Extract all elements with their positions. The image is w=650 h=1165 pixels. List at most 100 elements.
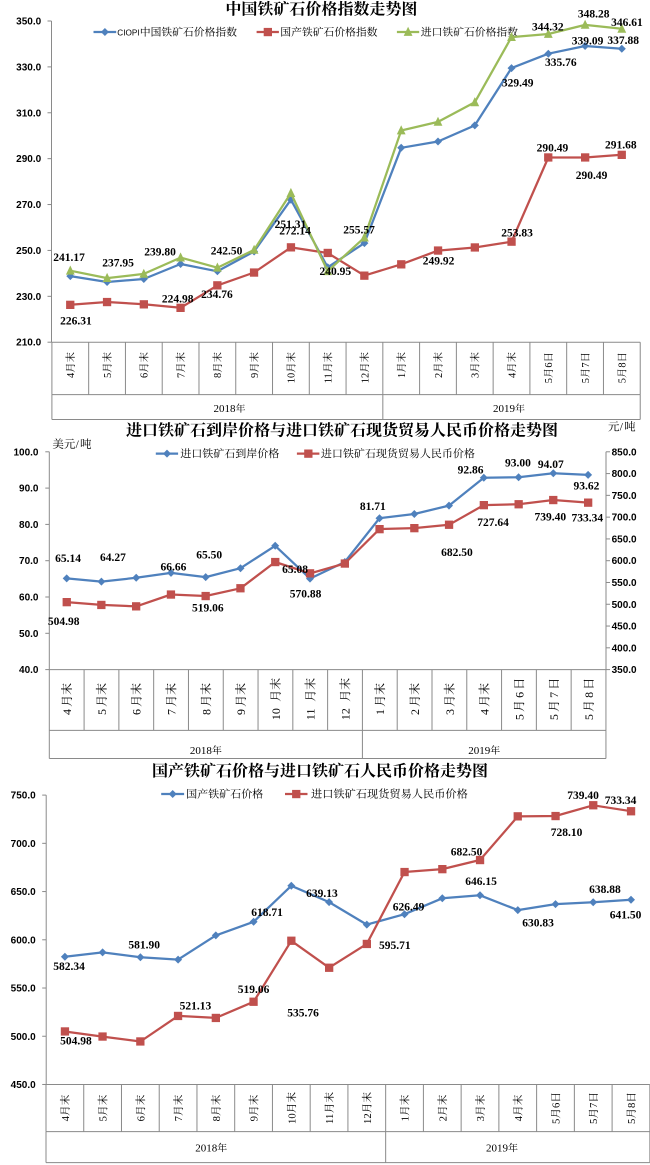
- svg-text:5: 5: [512, 714, 526, 720]
- svg-text:650.0: 650.0: [612, 534, 637, 545]
- svg-text:700.0: 700.0: [612, 513, 637, 524]
- svg-text:682.50: 682.50: [451, 846, 483, 858]
- svg-text:10: 10: [286, 1113, 298, 1124]
- svg-text:10: 10: [287, 373, 298, 383]
- svg-text:739.40: 739.40: [534, 512, 566, 524]
- svg-text:224.98: 224.98: [162, 294, 194, 306]
- svg-text:100.0: 100.0: [13, 447, 38, 458]
- svg-text:595.71: 595.71: [379, 940, 411, 952]
- svg-text:733.34: 733.34: [571, 513, 603, 525]
- svg-text:11: 11: [324, 1114, 336, 1124]
- svg-text:5: 5: [95, 709, 109, 715]
- svg-text:92.86: 92.86: [458, 465, 484, 477]
- svg-text:6: 6: [135, 1115, 147, 1121]
- svg-text:500.0: 500.0: [11, 1032, 36, 1043]
- svg-text:8: 8: [213, 373, 224, 378]
- svg-text:9: 9: [234, 709, 248, 715]
- svg-text:728.10: 728.10: [551, 827, 583, 839]
- svg-text:350.0: 350.0: [612, 665, 637, 676]
- svg-text:346.61: 346.61: [611, 17, 643, 29]
- svg-text:9: 9: [250, 373, 261, 378]
- svg-text:650.0: 650.0: [11, 887, 36, 898]
- svg-text:249.92: 249.92: [423, 256, 455, 268]
- svg-text:251.31: 251.31: [275, 219, 307, 231]
- svg-text:8: 8: [582, 692, 596, 698]
- svg-text:630.83: 630.83: [522, 918, 554, 930]
- svg-text:12: 12: [338, 708, 352, 720]
- svg-text:1: 1: [400, 1116, 412, 1121]
- svg-text:5: 5: [547, 714, 561, 720]
- svg-text:337.88: 337.88: [607, 35, 639, 47]
- svg-text:348.28: 348.28: [578, 9, 610, 21]
- svg-text:600.0: 600.0: [11, 935, 36, 946]
- svg-text:1: 1: [373, 709, 387, 715]
- svg-text:2019: 2019: [468, 745, 491, 757]
- svg-text:/: /: [76, 439, 80, 451]
- svg-text:7: 7: [173, 1115, 185, 1121]
- svg-text:80.0: 80.0: [19, 520, 39, 531]
- svg-text:253.83: 253.83: [501, 227, 533, 239]
- svg-text:750.0: 750.0: [11, 791, 36, 802]
- svg-text:8: 8: [626, 1103, 638, 1108]
- svg-text:3: 3: [471, 373, 482, 378]
- svg-text:330.0: 330.0: [16, 62, 41, 73]
- svg-text:641.50: 641.50: [610, 909, 642, 921]
- svg-text:237.95: 237.95: [102, 258, 134, 270]
- svg-text:570.88: 570.88: [290, 588, 322, 600]
- svg-text:CIOPI: CIOPI: [117, 28, 139, 37]
- svg-text:2018: 2018: [190, 745, 213, 757]
- svg-text:4: 4: [478, 709, 492, 715]
- svg-text:2018: 2018: [214, 403, 237, 415]
- svg-text:12: 12: [360, 373, 371, 383]
- svg-text:329.49: 329.49: [502, 78, 534, 90]
- svg-text:450.0: 450.0: [11, 1080, 36, 1091]
- svg-text:5: 5: [544, 378, 555, 383]
- svg-text:600.0: 600.0: [612, 556, 637, 567]
- svg-text:255.57: 255.57: [343, 225, 375, 237]
- svg-text:65.08: 65.08: [282, 564, 308, 576]
- svg-text:682.50: 682.50: [441, 547, 473, 559]
- svg-text:272.14: 272.14: [279, 225, 311, 237]
- svg-text:733.34: 733.34: [605, 795, 637, 807]
- svg-text:66.66: 66.66: [160, 562, 186, 574]
- svg-text:504.98: 504.98: [60, 1035, 92, 1047]
- svg-text:291.68: 291.68: [605, 139, 637, 151]
- svg-text:6: 6: [544, 362, 555, 367]
- svg-text:581.90: 581.90: [128, 939, 160, 951]
- svg-text:521.13: 521.13: [180, 1001, 212, 1013]
- svg-text:6: 6: [140, 373, 151, 378]
- svg-text:4: 4: [60, 709, 74, 715]
- svg-text:504.98: 504.98: [48, 616, 80, 628]
- svg-text:8: 8: [618, 362, 629, 367]
- svg-text:500.0: 500.0: [612, 600, 637, 611]
- svg-text:4: 4: [513, 1115, 525, 1121]
- svg-text:70.0: 70.0: [19, 556, 39, 567]
- svg-text:65.14: 65.14: [55, 553, 81, 565]
- svg-text:93.62: 93.62: [573, 480, 599, 492]
- svg-text:234.76: 234.76: [201, 289, 233, 301]
- svg-text:40.0: 40.0: [19, 665, 39, 676]
- svg-text:290.0: 290.0: [16, 154, 41, 165]
- svg-text:700.0: 700.0: [11, 839, 36, 850]
- svg-text:290.49: 290.49: [576, 170, 608, 182]
- svg-text:11: 11: [323, 373, 334, 383]
- svg-text:8: 8: [199, 709, 213, 715]
- svg-text:7: 7: [547, 692, 561, 698]
- svg-text:4: 4: [60, 1115, 72, 1121]
- svg-text:850.0: 850.0: [612, 447, 637, 458]
- svg-text:6: 6: [130, 709, 144, 715]
- svg-text:9: 9: [249, 1116, 261, 1121]
- svg-text:7: 7: [581, 362, 592, 367]
- svg-text:335.76: 335.76: [545, 57, 577, 69]
- svg-text:11: 11: [304, 709, 318, 721]
- svg-text:450.0: 450.0: [612, 622, 637, 633]
- svg-text:310.0: 310.0: [16, 108, 41, 119]
- svg-text:727.64: 727.64: [477, 517, 509, 529]
- svg-text:400.0: 400.0: [612, 643, 637, 654]
- svg-text:5: 5: [581, 378, 592, 383]
- svg-text:2: 2: [408, 709, 422, 715]
- svg-text:93.00: 93.00: [505, 458, 531, 470]
- svg-text:270.0: 270.0: [16, 200, 41, 211]
- svg-text:64.27: 64.27: [100, 552, 126, 564]
- svg-text:5: 5: [588, 1119, 600, 1124]
